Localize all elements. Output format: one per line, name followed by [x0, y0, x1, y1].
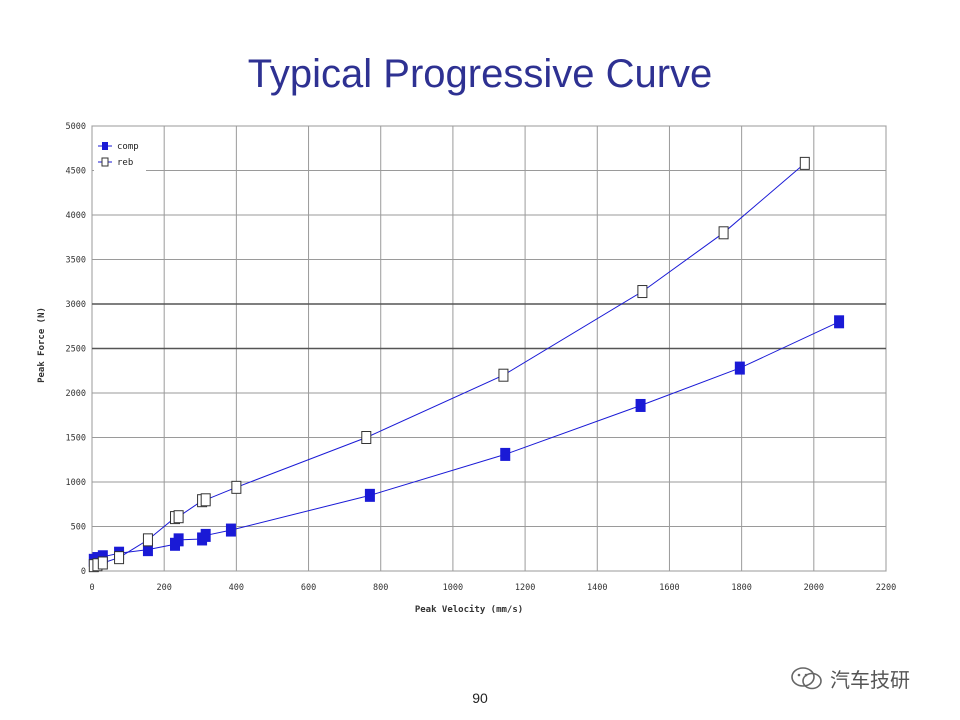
y-tick-label: 5000: [66, 122, 86, 132]
point-comp: [834, 315, 845, 329]
x-tick-label: 1000: [443, 583, 463, 593]
point-comp: [364, 488, 375, 502]
point-comp: [200, 528, 211, 542]
point-reb: [97, 556, 108, 570]
point-comp: [500, 447, 511, 461]
y-tick-label: 0: [81, 567, 86, 577]
point-reb: [361, 431, 372, 444]
point-reb: [142, 533, 153, 547]
legend-comp-label: comp: [117, 142, 139, 152]
point-reb: [231, 480, 242, 494]
watermark: 汽车技研: [790, 664, 910, 693]
x-tick-label: 400: [229, 583, 244, 593]
chart: 0 200 400 600 800 1000 1200 1400 1600 1800 2000 220…: [37, 122, 897, 615]
point-comp: [173, 533, 184, 547]
x-tick-label: 600: [301, 583, 316, 593]
legend: comp reb: [94, 136, 146, 172]
y-tick-label: 4500: [66, 167, 86, 177]
x-tick-label: 800: [373, 583, 388, 593]
wechat-icon: [791, 666, 822, 689]
gridlines: [91, 125, 887, 572]
point-comp: [635, 398, 646, 412]
y-tick-label: 1000: [66, 478, 86, 488]
series-markers: [88, 156, 845, 573]
y-axis-label: Peak Force (N): [37, 307, 47, 383]
y-tick-label: 2500: [66, 345, 86, 355]
x-tick-label: 1400: [587, 583, 607, 593]
x-axis-label: Peak Velocity (mm/s): [415, 604, 523, 615]
point-reb: [200, 493, 211, 507]
point-reb: [173, 510, 184, 524]
point-reb: [114, 551, 125, 565]
x-tick-label: 0: [89, 583, 94, 593]
legend-comp-marker: [102, 142, 108, 150]
point-reb: [718, 226, 729, 240]
point-comp: [225, 523, 236, 537]
tick-labels: 0 200 400 600 800 1000 1200 1400 1600 1800 2000 220…: [66, 122, 897, 593]
legend-reb-label: reb: [117, 158, 133, 168]
y-tick-label: 3500: [66, 256, 86, 266]
x-tick-label: 200: [157, 583, 172, 593]
point-reb: [799, 156, 810, 170]
page-number: 90: [472, 690, 488, 706]
y-tick-label: 2000: [66, 389, 86, 399]
slide-title: Typical Progressive Curve: [247, 52, 713, 96]
point-comp: [734, 361, 745, 375]
x-tick-label: 1200: [515, 583, 535, 593]
point-reb: [637, 285, 648, 299]
x-tick-label: 2200: [876, 583, 896, 593]
y-tick-label: 3000: [66, 300, 86, 310]
legend-reb-marker: [101, 157, 109, 167]
point-reb: [498, 368, 509, 382]
y-tick-label: 500: [71, 523, 86, 533]
watermark-text: 汽车技研: [830, 668, 910, 692]
x-tick-label: 1600: [659, 583, 679, 593]
y-tick-label: 4000: [66, 211, 86, 221]
x-tick-label: 2000: [804, 583, 824, 593]
y-tick-label: 1500: [66, 434, 86, 444]
x-tick-label: 1800: [731, 583, 751, 593]
